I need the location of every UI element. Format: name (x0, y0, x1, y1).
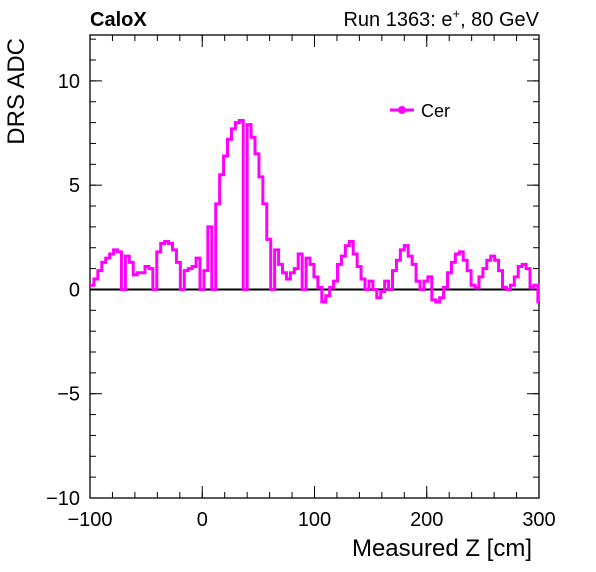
x-tick-label: 0 (197, 509, 208, 531)
legend-label-cer: Cer (421, 101, 450, 121)
x-tick-labels: −100 0 100 200 300 (67, 509, 555, 531)
y-tick-label: 10 (58, 71, 80, 93)
series-line-cer (90, 119, 540, 304)
y-tick-labels: −10 −5 0 5 10 (46, 71, 80, 510)
y-axis-title: DRS ADC (3, 38, 30, 145)
x-tick-label: 100 (298, 509, 331, 531)
run-label: Run 1363: e+, 80 GeV (343, 6, 539, 31)
y-tick-label: −5 (57, 384, 80, 406)
y-tick-label: −10 (46, 488, 80, 510)
brand-label: CaloX (90, 9, 147, 31)
x-axis-title: Measured Z [cm] (352, 535, 532, 562)
x-tick-label: −100 (67, 509, 112, 531)
x-tick-label: 300 (522, 509, 555, 531)
axis-ticks (89, 35, 540, 499)
x-tick-label: 200 (410, 509, 443, 531)
y-tick-label: 0 (69, 279, 80, 301)
legend: Cer (390, 101, 450, 121)
legend-marker-dot (398, 106, 406, 114)
y-tick-label: 5 (69, 175, 80, 197)
